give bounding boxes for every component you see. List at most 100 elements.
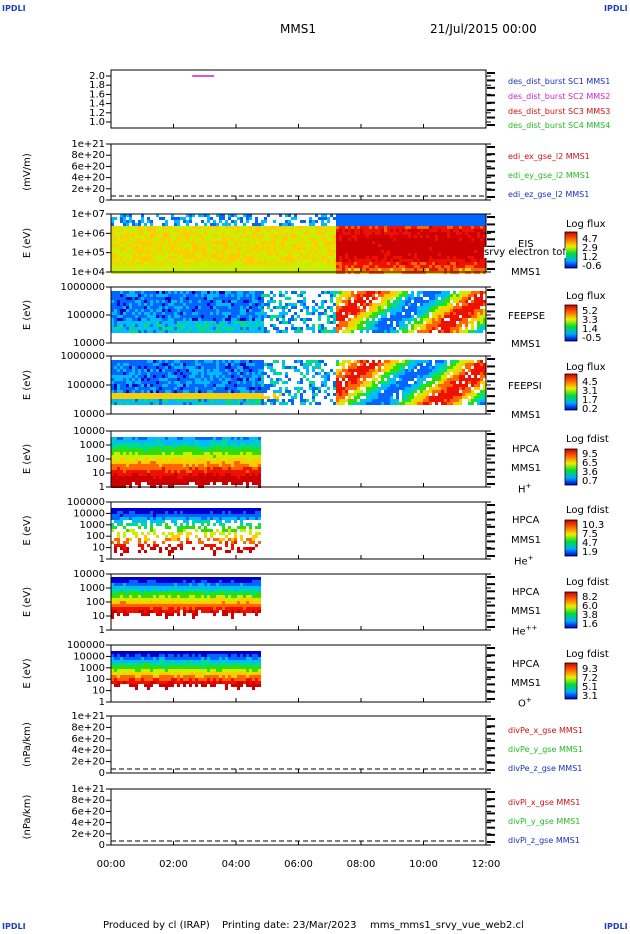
cb-hpca-he-title: Log fdist xyxy=(566,505,609,516)
ytick-label-divpe-5: 0 xyxy=(99,768,105,779)
cb-feepsi-v2: 1.7 xyxy=(582,395,598,406)
heatmap-eis xyxy=(111,214,486,274)
ytick-label-divpe-1: 8e+20 xyxy=(71,722,105,733)
colorbar-eis xyxy=(564,231,578,269)
hpca-h-label: HPCA xyxy=(512,444,540,455)
ytick-label-divpi-5: 0 xyxy=(99,840,105,851)
ytick-label-hpca-h-1: 1000 xyxy=(80,440,105,451)
ytick-label-hpca-o-1: 10000 xyxy=(73,651,105,662)
ytick-label-hpca-o-3: 100 xyxy=(86,674,105,685)
panel-feepse: 1000000 100000 10000 E (eV) xyxy=(22,282,578,349)
cb-eis-v1: 2.9 xyxy=(582,243,598,254)
cb-hpca-o-v1: 7.2 xyxy=(582,673,598,684)
frame-des-dist-burst xyxy=(110,69,487,129)
xtick-label-5: 10:00 xyxy=(409,859,438,870)
panel-feepsi: 1000000 100000 10000 E (eV) xyxy=(22,351,578,420)
ytick-label-hpca-hepp-0: 10000 xyxy=(73,569,105,580)
cb-feepsi-v0: 4.5 xyxy=(582,377,598,388)
cb-hpca-hepp-v2: 3.8 xyxy=(582,610,598,621)
ytick-label-feepsi-0: 1000000 xyxy=(60,351,105,362)
heatmap-hpca-he xyxy=(111,508,261,556)
legend-des-sc1: des_dist_burst SC1 MMS1 xyxy=(508,77,611,86)
ytick-label-hpca-h-4: 1 xyxy=(99,482,105,493)
ytick-label-feepse-1: 100000 xyxy=(67,310,105,321)
cb-hpca-he-v1: 7.5 xyxy=(582,529,598,540)
colorbar-feepse xyxy=(564,304,578,342)
legend-des-sc4: des_dist_burst SC4 MMS4 xyxy=(508,121,611,130)
ytick-label-hpca-h-3: 10 xyxy=(92,468,105,479)
ytick-label-hpca-o-2: 1000 xyxy=(80,663,105,674)
xtick-label-1: 02:00 xyxy=(159,859,188,870)
ytick-label-divpi-2: 6e+20 xyxy=(71,806,105,817)
frame-edi-e xyxy=(110,143,487,201)
cb-hpca-o-v2: 5.1 xyxy=(582,682,598,693)
cb-hpca-hepp-v1: 6.0 xyxy=(582,601,598,612)
ytick-label-edi-e-1: 8e+20 xyxy=(71,150,105,161)
cb-feepse-title: Log flux xyxy=(566,291,606,302)
colorbar-feepsi xyxy=(564,373,578,411)
ytick-label-hpca-he-5: 1 xyxy=(99,554,105,565)
frame-divpi xyxy=(110,788,487,846)
ytick-label-edi-e-4: 2e+20 xyxy=(71,184,105,195)
hpca-he-species: He+ xyxy=(514,554,534,568)
xtick-label-0: 00:00 xyxy=(97,859,126,870)
cb-hpca-h-title: Log fdist xyxy=(566,434,609,445)
heatmap-hpca-h xyxy=(111,437,261,488)
mission-title: MMS1 xyxy=(280,22,316,36)
ylabel-feepsi: E (eV) xyxy=(22,370,33,400)
xtick-label-4: 08:00 xyxy=(347,859,376,870)
xtick-label-2: 04:00 xyxy=(222,859,251,870)
ytick-label-divpi-4: 2e+20 xyxy=(71,829,105,840)
ytick-label-hpca-he-2: 1000 xyxy=(80,520,105,531)
ytick-label-hpca-he-4: 10 xyxy=(92,543,105,554)
footer-file: mms_mms1_srvy_vue_web2.cl xyxy=(370,920,524,931)
ytick-label-hpca-o-0: 100000 xyxy=(67,640,105,651)
feepsi-mms-label: MMS1 xyxy=(511,410,541,421)
ytick-label-edi-e-5: 0 xyxy=(99,195,105,206)
ytick-label-divpe-3: 4e+20 xyxy=(71,745,105,756)
hpca-hepp-label: HPCA xyxy=(512,587,540,598)
legend-divpe-x: divPe_x_gse MMS1 xyxy=(508,726,583,735)
cb-feepsi-v3: 0.2 xyxy=(582,404,598,415)
cb-eis-title: Log flux xyxy=(566,219,606,230)
ytick-label-hpca-hepp-2: 100 xyxy=(86,597,105,608)
ytick-label-divpi-3: 4e+20 xyxy=(71,818,105,829)
ylabel-hpca-he: E (eV) xyxy=(22,515,33,545)
heatmap-feepse xyxy=(111,291,486,333)
hpca-h-species: H+ xyxy=(518,482,532,496)
colorbar-hpca-h xyxy=(564,448,578,486)
ytick-label-des-dist-burst-4: 1.2 xyxy=(89,108,105,119)
corner-mark-tl: IPDLI xyxy=(2,4,26,13)
cb-feepse-v0: 5.2 xyxy=(582,306,598,317)
ytick-label-divpe-2: 6e+20 xyxy=(71,734,105,745)
cb-hpca-he-v2: 4.7 xyxy=(582,538,598,549)
ytick-label-edi-e-3: 4e+20 xyxy=(71,173,105,184)
ytick-label-hpca-hepp-4: 1 xyxy=(99,625,105,636)
panel-des-dist-burst: 2.01.81.61.41.21.0 xyxy=(89,69,495,129)
ylabel-edi-e: (mV/m) xyxy=(22,153,33,191)
hpca-hepp-species: He++ xyxy=(512,624,538,638)
legend-divpi-x: divPi_x_gse MMS1 xyxy=(508,798,581,807)
ytick-label-divpi-0: 1e+21 xyxy=(71,784,105,795)
footer-printing: Printing date: 23/Mar/2023 xyxy=(222,920,357,931)
xtick-label-3: 06:00 xyxy=(284,859,313,870)
ytick-label-hpca-he-3: 100 xyxy=(86,531,105,542)
ytick-label-hpca-he-0: 100000 xyxy=(67,497,105,508)
feepse-mms-label: MMS1 xyxy=(511,339,541,350)
ytick-label-divpi-1: 8e+20 xyxy=(71,795,105,806)
colorbar-hpca-o xyxy=(564,662,578,700)
legend-des-sc2: des_dist_burst SC2 MMS2 xyxy=(508,92,611,101)
legend-divpe-y: divPe_y_gse MMS1 xyxy=(508,745,583,754)
legend-divpi-y: divPi_y_gse MMS1 xyxy=(508,817,581,826)
corner-mark-br: IPDLI xyxy=(604,922,628,931)
ytick-label-hpca-hepp-1: 1000 xyxy=(80,583,105,594)
cb-hpca-o-v0: 9.3 xyxy=(582,664,598,675)
ytick-label-feepse-2: 10000 xyxy=(73,338,105,349)
feepse-label: FEEPSE xyxy=(508,311,546,322)
ytick-label-feepsi-2: 10000 xyxy=(73,409,105,420)
cb-feepsi-title: Log flux xyxy=(566,362,606,373)
ylabel-divpi: (nPa/km) xyxy=(22,795,33,840)
